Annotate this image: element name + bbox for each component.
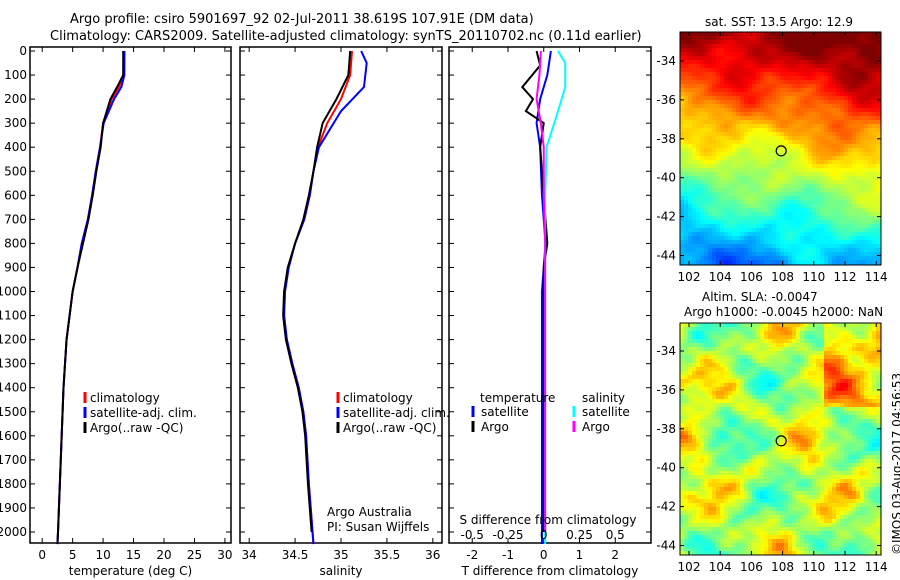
x2-tick-label: 0.25: [566, 528, 593, 542]
x-tick-label: 36: [425, 548, 440, 562]
series-line-argo-raw-qc-: [56, 51, 125, 545]
legend-label: Argo(..raw -QC): [343, 421, 436, 435]
y-tick-label: 700: [4, 212, 27, 226]
y-tick-label: 400: [4, 140, 27, 154]
x-tick-label: 20: [156, 548, 171, 562]
x2-tick-label: -0.5: [461, 528, 484, 542]
sst-map-title: sat. SST: 13.5 Argo: 12.9: [705, 15, 854, 29]
y-tick-label: 1000: [0, 285, 27, 299]
y-tick-label: 300: [4, 116, 27, 130]
x-axis-label: salinity: [319, 564, 362, 578]
series-line-argo-raw-qc-: [282, 50, 352, 533]
x2-tick-label: -0.25: [492, 528, 523, 542]
y-tick-label: 1600: [0, 429, 27, 443]
plot-frame-salinity: [239, 46, 443, 544]
legend-label: Argo: [481, 420, 509, 434]
x-tick-label: 15: [126, 548, 141, 562]
x2-tick-label: 0.5: [606, 528, 625, 542]
legend-label: satellite: [582, 405, 630, 419]
x-tick-label: 5: [69, 548, 77, 562]
series-line-satellite-adj-clim-: [56, 51, 126, 545]
x-tick-label: 30: [217, 548, 232, 562]
x-tick-label: 2: [611, 548, 619, 562]
x-tick-label: 35.5: [374, 548, 401, 562]
x-tick-label: 34: [242, 548, 257, 562]
legend-label: Argo: [582, 420, 610, 434]
legend-header: temperature: [480, 391, 555, 405]
legend-header: salinity: [582, 391, 625, 405]
credit-text: ©IMOS 03-Aug-2017 04:56:53: [890, 372, 900, 555]
sla-map-title-2: Argo h1000: -0.0045 h2000: NaN: [684, 305, 884, 319]
x2-tick-label: 0: [540, 528, 548, 542]
y-tick-label: 800: [4, 236, 27, 250]
x-tick-label: 34.5: [282, 548, 309, 562]
x-tick-label: -2: [466, 548, 478, 562]
x-tick-label: -1: [502, 548, 514, 562]
title-line-1: Argo profile: csiro 5901697_92 02-Jul-20…: [70, 12, 534, 27]
annotation: Argo Australia: [327, 505, 412, 519]
legend-label: satellite-adj. clim.: [90, 406, 197, 420]
x2-axis-label: S difference from climatology: [460, 513, 637, 527]
series-line-climatology: [283, 50, 354, 545]
y-tick-label: 1200: [0, 333, 27, 347]
y-tick-label: 900: [4, 260, 27, 274]
legend-label: satellite: [481, 405, 529, 419]
y-tick-label: 1100: [0, 309, 27, 323]
series-line-satellite-adj-clim-: [283, 50, 368, 545]
title-line-2: Climatology: CARS2009. Satellite-adjuste…: [50, 29, 642, 44]
y-tick-label: 1500: [0, 405, 27, 419]
series-line-climatology: [56, 50, 126, 545]
x-axis-label: T difference from climatology: [461, 564, 639, 578]
sla-map: [680, 323, 881, 555]
legend-label: climatology: [90, 391, 160, 405]
y-tick-label: 1400: [0, 381, 27, 395]
sst-map: [680, 32, 881, 265]
y-tick-label: 1300: [0, 357, 27, 371]
x-axis-label: temperature (deg C): [69, 564, 192, 578]
plot-frame-temperature: [29, 46, 232, 544]
sla-map-title-1: Altim. SLA: -0.0047: [702, 290, 818, 304]
legend-label: satellite-adj. clim.: [343, 406, 450, 420]
legend-label: Argo(..raw -QC): [90, 421, 183, 435]
series-line-s-argo: [535, 50, 547, 532]
legend-label: climatology: [343, 391, 413, 405]
y-tick-label: 2000: [0, 525, 27, 539]
x-tick-label: 35: [333, 548, 348, 562]
x-tick-label: 25: [187, 548, 202, 562]
x-tick-label: 0: [540, 548, 548, 562]
y-tick-label: 100: [4, 68, 27, 82]
plot-frame-differences: [448, 46, 652, 544]
x-tick-label: 1: [576, 548, 584, 562]
y-tick-label: 1900: [0, 501, 27, 515]
y-tick-label: 500: [4, 164, 27, 178]
y-tick-label: 1700: [0, 453, 27, 467]
y-tick-label: 0: [19, 44, 27, 58]
y-tick-label: 600: [4, 188, 27, 202]
y-tick-label: 1800: [0, 477, 27, 491]
x-tick-label: 10: [95, 548, 110, 562]
x-tick-label: 0: [38, 548, 46, 562]
series-line-s-satellite: [544, 50, 567, 545]
y-tick-label: 200: [4, 92, 27, 106]
annotation: PI: Susan Wijffels: [327, 520, 429, 534]
series-line-t-argo: [520, 50, 549, 532]
